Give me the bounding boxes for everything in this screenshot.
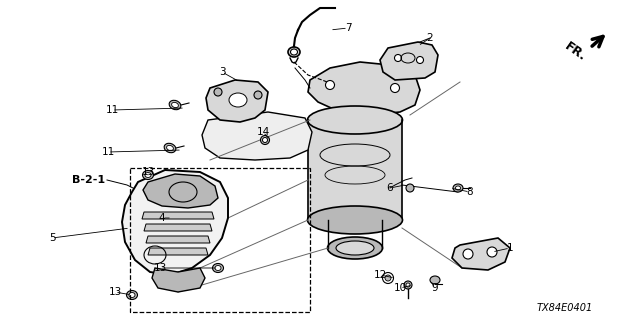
Polygon shape <box>202 112 312 160</box>
Text: 6: 6 <box>387 183 394 193</box>
Ellipse shape <box>390 84 399 92</box>
Ellipse shape <box>288 47 300 57</box>
Text: 13: 13 <box>154 263 166 273</box>
Polygon shape <box>308 120 402 220</box>
Ellipse shape <box>127 291 138 300</box>
Ellipse shape <box>169 100 181 110</box>
Text: 5: 5 <box>49 233 55 243</box>
Ellipse shape <box>326 81 335 90</box>
Polygon shape <box>452 238 510 270</box>
Text: 3: 3 <box>219 67 225 77</box>
Polygon shape <box>380 42 438 80</box>
Text: 1: 1 <box>507 243 513 253</box>
Ellipse shape <box>336 241 374 255</box>
Ellipse shape <box>463 249 473 259</box>
Polygon shape <box>143 174 218 208</box>
Polygon shape <box>206 80 268 122</box>
Ellipse shape <box>307 206 403 234</box>
Ellipse shape <box>145 172 151 178</box>
Text: 11: 11 <box>106 105 118 115</box>
Ellipse shape <box>291 49 298 55</box>
Ellipse shape <box>406 184 414 192</box>
Ellipse shape <box>406 283 410 287</box>
Ellipse shape <box>143 171 154 180</box>
Text: 8: 8 <box>467 187 474 197</box>
Text: 10: 10 <box>394 283 406 293</box>
Text: 2: 2 <box>427 33 433 43</box>
Polygon shape <box>146 236 210 243</box>
Text: 13: 13 <box>108 287 122 297</box>
Text: 7: 7 <box>345 23 351 33</box>
Text: 12: 12 <box>373 270 387 280</box>
Text: 11: 11 <box>101 147 115 157</box>
Ellipse shape <box>430 276 440 284</box>
Ellipse shape <box>262 138 268 142</box>
Ellipse shape <box>260 135 269 145</box>
Polygon shape <box>122 170 228 275</box>
Ellipse shape <box>487 247 497 257</box>
Ellipse shape <box>229 93 247 107</box>
Ellipse shape <box>214 88 222 96</box>
Polygon shape <box>142 212 214 219</box>
Text: 13: 13 <box>141 167 155 177</box>
Bar <box>130 168 310 312</box>
Text: TX84E0401: TX84E0401 <box>537 303 593 313</box>
Ellipse shape <box>453 184 463 192</box>
Polygon shape <box>308 62 420 115</box>
Ellipse shape <box>417 57 424 63</box>
Text: 4: 4 <box>159 213 165 223</box>
Ellipse shape <box>166 145 173 151</box>
Ellipse shape <box>394 54 401 61</box>
Ellipse shape <box>307 106 403 134</box>
Polygon shape <box>148 248 208 255</box>
Polygon shape <box>152 268 205 292</box>
Ellipse shape <box>385 275 391 281</box>
Ellipse shape <box>328 237 383 259</box>
Ellipse shape <box>404 281 412 289</box>
Text: 14: 14 <box>257 127 269 137</box>
Text: 9: 9 <box>432 283 438 293</box>
Ellipse shape <box>129 292 135 298</box>
Text: B-2-1: B-2-1 <box>72 175 105 185</box>
Ellipse shape <box>172 102 179 108</box>
Ellipse shape <box>383 273 394 284</box>
Ellipse shape <box>215 266 221 270</box>
Polygon shape <box>144 224 212 231</box>
Ellipse shape <box>254 91 262 99</box>
Ellipse shape <box>164 143 176 153</box>
Ellipse shape <box>212 263 223 273</box>
Text: FR.: FR. <box>562 40 588 64</box>
Ellipse shape <box>456 186 461 190</box>
